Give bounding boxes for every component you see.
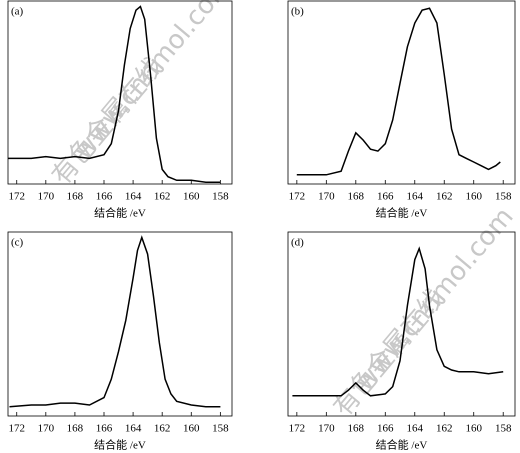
- x-tick-label: 162: [154, 423, 171, 435]
- x-tick-label: 162: [436, 423, 453, 435]
- x-tick-label: 168: [348, 191, 365, 203]
- x-tick-label: 172: [8, 423, 25, 435]
- spectrum-line: [9, 235, 221, 408]
- x-tick-label: 166: [377, 191, 394, 203]
- x-tick-label: 168: [67, 423, 84, 435]
- x-tick-label: 160: [465, 423, 482, 435]
- x-tick-label: 158: [495, 423, 512, 435]
- spectrum-line: [8, 5, 221, 183]
- x-tick-label: 168: [67, 191, 84, 203]
- x-tick-label: 162: [154, 191, 171, 203]
- x-tick-label: 160: [465, 191, 482, 203]
- x-axis-label: 结合能 /eV: [376, 206, 428, 220]
- x-tick-label: 170: [318, 423, 335, 435]
- x-tick-label: 172: [289, 191, 306, 203]
- x-tick-label: 158: [212, 423, 229, 435]
- watermark: www.cnnmol.com: [349, 202, 519, 397]
- x-tick-label: 170: [38, 191, 55, 203]
- x-tick-label: 166: [96, 423, 113, 435]
- spectrum-line: [296, 7, 501, 176]
- x-tick-label: 172: [289, 423, 306, 435]
- x-tick-label: 162: [436, 191, 453, 203]
- x-tick-label: 160: [183, 191, 200, 203]
- x-axis-label: 结合能 /eV: [376, 438, 428, 452]
- x-axis-label: 结合能 /eV: [94, 206, 146, 220]
- x-tick-label: 164: [407, 191, 424, 203]
- panel-label: (b): [291, 6, 304, 18]
- x-tick-label: 170: [318, 191, 335, 203]
- x-tick-label: 160: [183, 423, 200, 435]
- plot-frame: [287, 0, 516, 185]
- x-tick-label: 172: [8, 191, 25, 203]
- x-tick-label: 158: [212, 191, 229, 203]
- panel-label: (a): [11, 6, 24, 18]
- panel-label: (d): [291, 237, 304, 249]
- panel: (b) 172 170 168 166 164 162 160 158 结合能 /eV: [287, 0, 516, 220]
- x-tick-label: 158: [495, 191, 512, 203]
- plot-frame: [287, 231, 516, 417]
- x-tick-label: 164: [125, 191, 142, 203]
- plot-frame: [7, 231, 233, 417]
- plot-frame: [7, 0, 233, 185]
- x-tick-label: 170: [38, 423, 55, 435]
- panel-label: (c): [11, 237, 24, 249]
- x-axis-label: 结合能 /eV: [94, 438, 146, 452]
- spectrum-line: [292, 246, 504, 397]
- panel: (c) 172 170 168 166 164 162 160 158 结合能 /eV: [7, 231, 233, 452]
- x-tick-label: 164: [407, 423, 424, 435]
- x-tick-label: 166: [96, 191, 113, 203]
- x-tick-label: 168: [348, 423, 365, 435]
- watermark: www.cnnmol.com: [68, 0, 238, 165]
- x-tick-label: 164: [125, 423, 142, 435]
- x-tick-label: 166: [377, 423, 394, 435]
